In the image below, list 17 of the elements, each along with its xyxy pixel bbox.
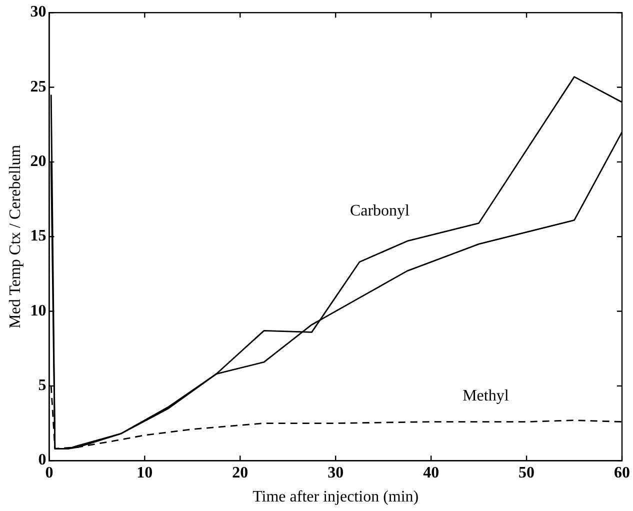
y-tick-label: 5 [38, 377, 46, 394]
y-tick-label: 25 [30, 78, 46, 96]
x-tick-label: 40 [423, 464, 440, 482]
annotation: Methyl [462, 388, 510, 405]
y-tick-label: 20 [30, 153, 46, 170]
x-tick-label: 30 [328, 464, 344, 482]
x-tick-label: 10 [136, 464, 153, 482]
x-tick-label: 60 [614, 464, 630, 482]
x-tick-label: 20 [232, 464, 248, 482]
x-tick-label: 50 [518, 464, 535, 482]
x-axis-title: Time after injection (min) [252, 488, 419, 506]
y-tick-label: 0 [38, 452, 46, 469]
y-axis-title: Med Temp Ctx / Cerebellum [6, 144, 24, 328]
annotation: Carbonyl [350, 202, 410, 220]
y-tick-label: 30 [30, 4, 46, 21]
y-tick-label: 10 [30, 302, 46, 320]
y-tick-label: 15 [30, 228, 46, 245]
